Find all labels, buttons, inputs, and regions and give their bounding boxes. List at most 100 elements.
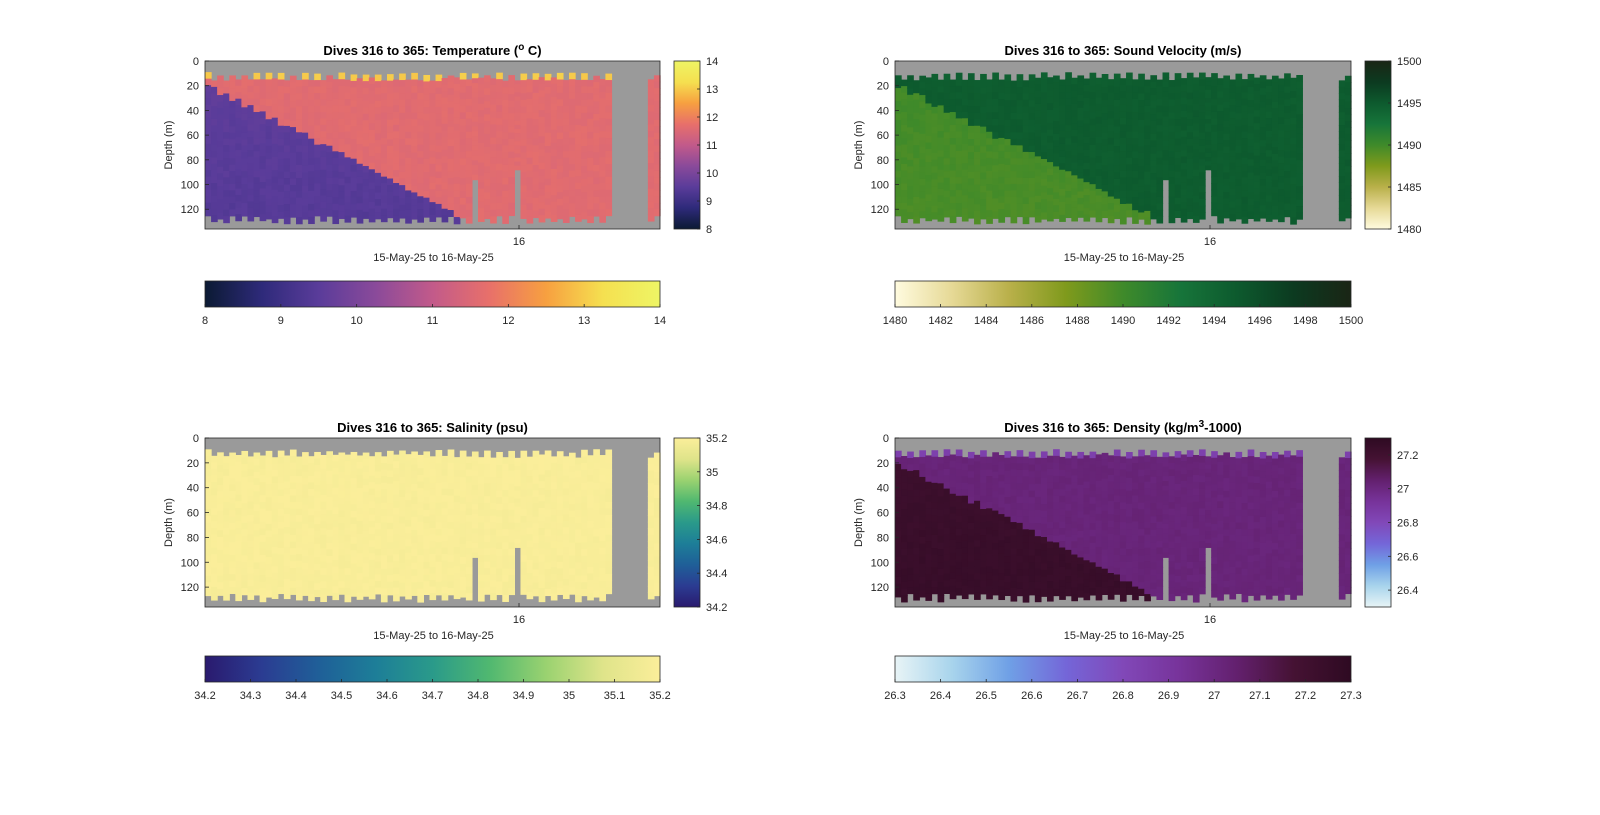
temperature-cell	[478, 195, 485, 203]
salinity-cell	[544, 463, 552, 471]
sound-velocity-cell	[1016, 177, 1024, 185]
salinity-cell	[647, 579, 655, 587]
salinity-cell	[380, 542, 388, 550]
sound-velocity-cell	[1186, 165, 1194, 173]
sound-velocity-cell	[1016, 184, 1024, 192]
temperature-cell	[350, 126, 358, 134]
salinity-cell	[399, 457, 406, 465]
temperature-cell	[550, 103, 558, 111]
sound-velocity-cell	[1192, 182, 1200, 190]
temperature-cell	[471, 140, 479, 147]
sound-velocity-cell	[1338, 105, 1346, 113]
salinity-cell	[259, 548, 267, 556]
salinity-cell	[587, 520, 594, 529]
temperature-cell	[380, 189, 388, 197]
salinity-cell	[484, 548, 491, 556]
temperature-cell	[247, 214, 255, 222]
temperature-cell	[314, 176, 321, 185]
salinity-cell	[314, 563, 321, 571]
temperature-cell	[429, 112, 437, 120]
salinity-cell	[459, 523, 467, 532]
sound-velocity-cell	[1235, 119, 1243, 128]
sound-velocity-cell	[1217, 209, 1224, 217]
sound-velocity-cell	[974, 145, 981, 153]
salinity-cell	[211, 534, 218, 542]
salinity-cell	[465, 593, 473, 601]
sound-velocity-cell	[1211, 73, 1218, 81]
sound-velocity-cell	[1113, 165, 1121, 173]
salinity-cell	[593, 570, 600, 578]
temperature-cell	[550, 136, 558, 144]
density-cell	[955, 535, 963, 543]
density-cell	[955, 449, 963, 457]
sound-velocity-cell	[1126, 98, 1133, 106]
sound-velocity-cell	[1156, 209, 1164, 217]
temperature-cell	[387, 191, 394, 199]
salinity-cell	[344, 568, 352, 576]
temperature-cell	[259, 201, 267, 209]
temperature-cell	[235, 79, 242, 87]
sound-velocity-cell	[967, 158, 975, 166]
salinity-cell	[259, 521, 267, 530]
sound-velocity-cell	[1180, 110, 1188, 118]
sound-velocity-cell	[1217, 97, 1224, 106]
temperature-cell	[411, 79, 418, 87]
salinity-cell	[550, 593, 558, 601]
sound-velocity-cell	[1028, 80, 1036, 88]
salinity-cell	[544, 522, 552, 531]
salinity-cell	[205, 562, 212, 570]
sound-velocity-cell	[931, 139, 939, 148]
density-cell	[901, 581, 908, 590]
salinity-cell	[380, 575, 388, 583]
sound-velocity-cell	[1284, 197, 1291, 205]
sound-velocity-cell	[1022, 138, 1030, 146]
salinity-cell	[605, 560, 613, 568]
sound-velocity-cell	[986, 125, 993, 133]
sound-velocity-cell	[949, 183, 957, 191]
sound-velocity-cell	[1223, 127, 1230, 135]
sound-velocity-cell	[1028, 152, 1036, 160]
salinity-cell	[593, 549, 600, 558]
salinity-cell	[205, 515, 212, 523]
sound-velocity-cell	[1217, 124, 1224, 132]
sound-velocity-cell	[1059, 118, 1066, 126]
temperature-cell	[247, 111, 255, 119]
temperature-cell	[320, 182, 327, 190]
sound-velocity-cell	[1241, 79, 1249, 87]
temperature-cell	[399, 198, 406, 206]
sound-velocity-cell	[907, 75, 914, 83]
temperature-cell	[374, 120, 382, 128]
salinity-cell	[435, 528, 443, 537]
salinity-cell	[490, 586, 497, 594]
sound-velocity-cell	[1271, 121, 1279, 129]
temperature-cell	[362, 192, 370, 200]
sound-velocity-cell	[1278, 195, 1285, 203]
sound-velocity-cell	[949, 196, 957, 204]
salinity-cell	[362, 550, 370, 558]
temperature-cell	[538, 175, 546, 183]
temperature-cell	[599, 118, 606, 126]
sound-velocity-cell	[1089, 118, 1097, 126]
sound-velocity-cell	[1004, 151, 1012, 160]
sound-velocity-cell	[1290, 164, 1297, 172]
salinity-cell	[399, 510, 406, 518]
salinity-cell	[350, 563, 358, 571]
sound-velocity-cell	[1344, 153, 1352, 161]
sound-velocity-cell	[1284, 138, 1291, 146]
sound-velocity-cell	[1053, 198, 1060, 206]
sound-velocity-cell	[895, 164, 902, 172]
temperature-cell	[538, 215, 546, 223]
sound-velocity-cell	[1022, 177, 1030, 186]
temperature-cell	[575, 189, 582, 197]
temperature-cell	[314, 131, 321, 139]
sound-velocity-cell	[1107, 124, 1115, 132]
sound-velocity-cell	[1028, 145, 1036, 153]
sound-velocity-cell	[1156, 125, 1164, 133]
salinity-cell	[350, 524, 358, 532]
sound-velocity-cell	[1217, 143, 1224, 152]
sound-velocity-cell	[1144, 125, 1151, 133]
salinity-cell	[569, 574, 576, 582]
temperature-cell	[459, 178, 467, 186]
temperature-cell	[338, 72, 346, 80]
salinity-cell	[247, 592, 255, 600]
